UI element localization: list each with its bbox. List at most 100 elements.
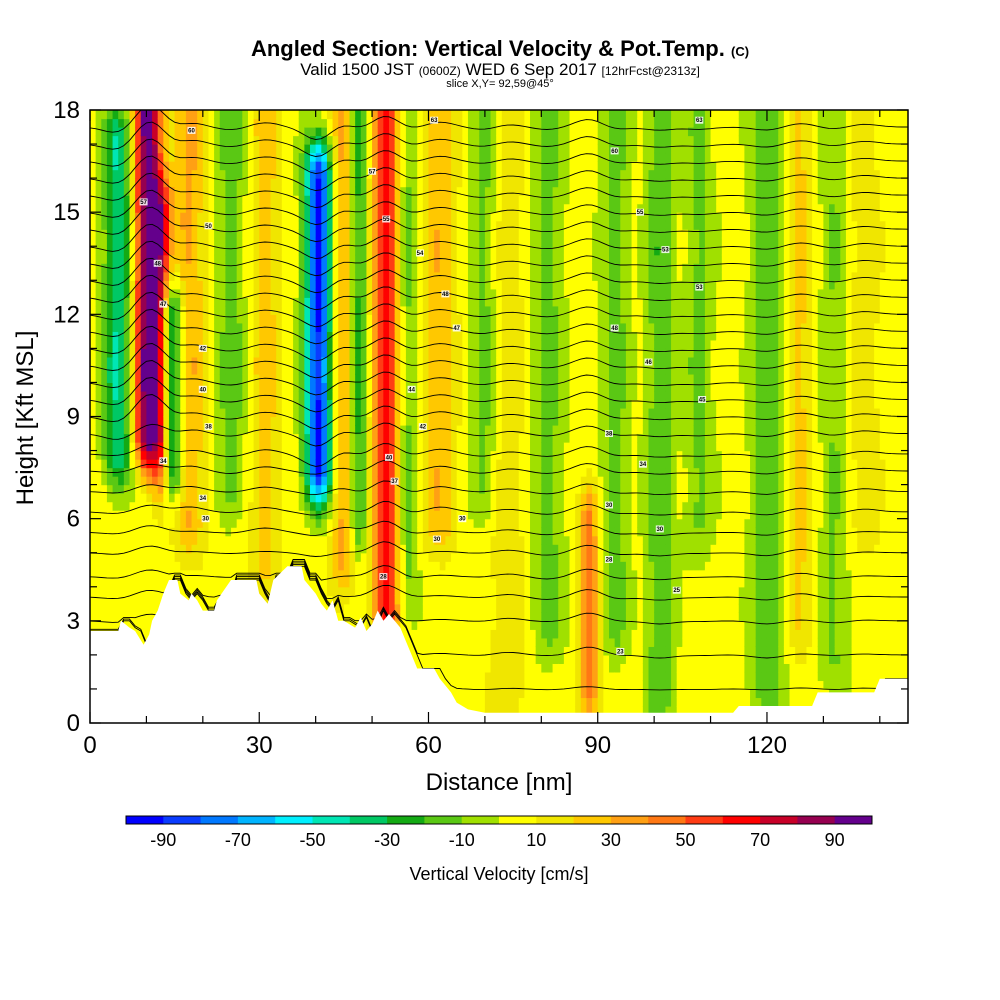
velocity-cell <box>197 331 204 341</box>
velocity-cell <box>276 425 283 435</box>
velocity-cell <box>90 561 97 571</box>
velocity-cell <box>411 161 418 171</box>
velocity-cell <box>242 569 249 579</box>
velocity-cell <box>439 220 447 230</box>
velocity-cell <box>185 365 193 375</box>
velocity-cell <box>219 339 226 349</box>
velocity-cell <box>411 339 418 349</box>
velocity-cell <box>417 356 424 367</box>
velocity-cell <box>197 271 204 281</box>
velocity-cell <box>208 203 215 213</box>
velocity-cell <box>163 288 170 298</box>
velocity-cell <box>197 535 204 545</box>
velocity-cell <box>377 229 384 239</box>
velocity-cell <box>95 484 102 494</box>
velocity-cell <box>247 118 255 128</box>
velocity-cell <box>355 254 362 264</box>
velocity-cell <box>247 373 255 384</box>
velocity-cell <box>473 373 480 384</box>
velocity-cell <box>366 476 373 486</box>
velocity-cell <box>231 212 238 222</box>
velocity-cell <box>219 442 226 452</box>
velocity-cell <box>106 433 114 443</box>
velocity-cell <box>456 127 463 137</box>
velocity-cell <box>473 467 480 477</box>
velocity-cell <box>287 144 294 154</box>
velocity-cell <box>377 271 384 281</box>
velocity-cell <box>315 195 322 205</box>
velocity-cell <box>422 263 430 273</box>
velocity-cell <box>473 416 480 426</box>
velocity-cell <box>326 195 334 205</box>
velocity-cell <box>191 527 198 537</box>
velocity-cell <box>315 220 322 230</box>
velocity-cell <box>264 399 272 409</box>
velocity-cell <box>185 459 193 469</box>
velocity-cell <box>197 484 204 494</box>
velocity-cell <box>456 535 463 545</box>
velocity-cell <box>112 186 119 196</box>
velocity-cell <box>360 246 368 256</box>
velocity-cell <box>152 254 159 264</box>
velocity-cell <box>394 322 401 332</box>
velocity-cell <box>270 535 277 545</box>
velocity-cell <box>360 603 368 613</box>
velocity-cell <box>135 578 142 588</box>
velocity-cell <box>417 305 424 315</box>
velocity-cell <box>332 578 339 588</box>
velocity-cell <box>157 135 164 145</box>
velocity-cell <box>394 459 401 469</box>
velocity-cell <box>338 220 345 230</box>
velocity-cell <box>264 195 272 205</box>
velocity-cell <box>236 569 243 579</box>
velocity-cell <box>473 578 480 588</box>
velocity-cell <box>264 314 272 324</box>
velocity-cell <box>95 442 102 452</box>
velocity-cell <box>411 407 418 418</box>
velocity-cell <box>326 433 334 443</box>
velocity-cell <box>332 603 339 613</box>
velocity-cell <box>304 331 311 341</box>
velocity-cell <box>214 246 221 256</box>
velocity-cell <box>394 561 401 571</box>
velocity-cell <box>140 518 148 528</box>
velocity-cell <box>467 603 475 613</box>
velocity-cell <box>405 229 413 239</box>
velocity-cell <box>225 416 232 426</box>
velocity-cell <box>405 195 413 205</box>
velocity-cell <box>383 152 390 162</box>
velocity-cell <box>163 484 170 494</box>
velocity-cell <box>123 365 131 375</box>
velocity-cell <box>118 407 125 418</box>
velocity-cell <box>473 339 480 349</box>
velocity-cell <box>276 476 283 486</box>
velocity-cell <box>417 135 424 145</box>
velocity-cell <box>417 144 424 154</box>
velocity-cell <box>405 518 413 528</box>
velocity-cell <box>259 246 266 256</box>
velocity-cell <box>383 263 390 273</box>
velocity-cell <box>304 552 311 562</box>
velocity-cell <box>372 416 379 426</box>
velocity-cell <box>422 518 430 528</box>
velocity-cell <box>253 331 260 341</box>
velocity-cell <box>422 629 430 639</box>
velocity-cell <box>315 484 322 494</box>
velocity-cell <box>467 331 475 341</box>
velocity-cell <box>326 450 334 460</box>
velocity-cell <box>264 459 272 469</box>
velocity-cell <box>146 433 153 443</box>
velocity-cell <box>202 237 210 247</box>
velocity-cell <box>298 459 305 469</box>
velocity-cell <box>101 399 108 409</box>
velocity-cell <box>467 399 475 409</box>
velocity-cell <box>225 450 232 460</box>
velocity-cell <box>298 254 305 264</box>
velocity-cell <box>276 152 283 162</box>
velocity-cell <box>157 305 164 315</box>
velocity-cell <box>95 365 102 375</box>
velocity-cell <box>388 527 396 537</box>
velocity-cell <box>467 620 475 630</box>
velocity-cell <box>456 654 463 664</box>
